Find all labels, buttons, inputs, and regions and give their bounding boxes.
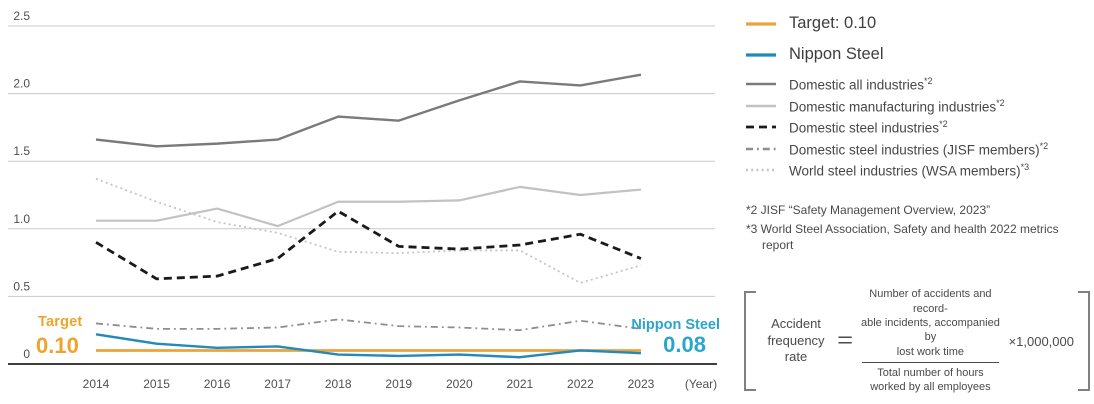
frequency-rate-chart: 0 0.5 1.0 1.5 2.0 2.5 2014 2015 2016 2017 2018 2019…: [8, 9, 717, 391]
legend-line-swatch-icon: [746, 125, 776, 129]
left-bracket: [744, 291, 756, 391]
series-line-domestic-all-industries: [95, 73, 642, 148]
y-tick-label: 2.0: [13, 77, 30, 91]
formula-box: Accident frequency rate = Number of acci…: [744, 288, 1090, 393]
legend-line-swatch-icon: [746, 104, 776, 107]
formula-fraction: Number of accidents and record- able inc…: [858, 287, 1002, 394]
legend: Target: 0.10 Nippon Steel Domestic all ind…: [746, 14, 1048, 184]
fraction-bar: [862, 361, 999, 363]
nippon-steel-annotation-value: 0.08: [663, 332, 706, 357]
nippon-steel-annotation-label: Nippon Steel: [631, 317, 720, 333]
formula-content: Accident frequency rate = Number of acci…: [744, 288, 1090, 393]
legend-label: Domestic steel industries*2: [789, 119, 948, 136]
legend-item: Target: 0.10: [746, 14, 1048, 33]
x-tick-label: 2017: [264, 377, 291, 391]
x-tick-label: 2022: [567, 377, 594, 391]
legend-item: Nippon Steel: [746, 45, 1048, 64]
right-bracket: [1078, 291, 1090, 391]
legend-item: World steel industries (WSA members)*3: [746, 162, 1048, 179]
x-tick-label: 2015: [143, 377, 170, 391]
equals-sign: =: [837, 329, 854, 352]
x-tick-label: 2020: [446, 377, 473, 391]
formula-numerator: Number of accidents and record- able inc…: [861, 288, 1000, 358]
formula-lhs: Accident frequency rate: [767, 315, 825, 365]
footnote-wsa: *3 World Steel Association, Safety and h…: [746, 221, 1059, 252]
chart-area: 0 0.5 1.0 1.5 2.0 2.5 2014 2015 2016 2017 2018 2019…: [8, 9, 720, 391]
legend-item: Domestic steel industries*2: [746, 119, 1048, 136]
legend-line-swatch-icon: [746, 52, 776, 57]
y-tick-label: 0: [23, 347, 30, 361]
legend-item: Domestic steel industries (JISF members)…: [746, 140, 1049, 158]
legend-item: Domestic manufacturing industries*2: [746, 97, 1048, 115]
legend-label: Target: 0.10: [789, 14, 877, 32]
series-line-nippon-steel: [95, 333, 642, 359]
legend-label: World steel industries (WSA members)*3: [789, 162, 1030, 179]
legend-line-swatch-icon: [746, 83, 776, 86]
y-tick-label: 1.0: [13, 212, 30, 226]
target-annotation-label: Target: [38, 314, 83, 330]
legend-line-swatch-icon: [746, 147, 776, 150]
y-tick-label: 0.5: [13, 279, 30, 293]
x-tick-label: 2021: [506, 377, 533, 391]
x-tick-label: 2023: [628, 377, 655, 391]
target-annotation-value: 0.10: [36, 333, 79, 358]
series-line-domestic-steel-industries-jisf-members: [95, 318, 642, 332]
x-tick-label: 2018: [325, 377, 352, 391]
x-axis-unit-label: (Year): [685, 377, 717, 391]
series-line-world-steel-industries-wsa-members: [95, 177, 642, 284]
legend-label: Domestic all industries*2: [789, 76, 933, 93]
x-tick-label: 2019: [385, 377, 412, 391]
legend-label: Domestic manufacturing industries*2: [789, 97, 1005, 115]
series-line-domestic-steel-industries: [95, 209, 642, 281]
legend-line-swatch-icon: [746, 21, 776, 26]
formula-multiplier: ×1,000,000: [1008, 333, 1074, 349]
x-tick-label: 2014: [83, 377, 110, 391]
y-tick-label: 2.5: [13, 9, 30, 23]
legend-label: Domestic steel industries (JISF members)…: [789, 140, 1049, 158]
legend-label: Nippon Steel: [789, 45, 884, 63]
y-tick-label: 1.5: [13, 144, 30, 158]
x-tick-label: 2016: [204, 377, 231, 391]
footnote-jisf: *2 JISF “Safety Management Overview, 202…: [746, 203, 991, 217]
legend-item: Domestic all industries*2: [746, 76, 1048, 93]
formula-denominator: Total number of hours worked by all empl…: [870, 366, 991, 394]
series-line-domestic-manufacturing-industries: [96, 185, 642, 228]
legend-line-swatch-icon: [746, 169, 776, 172]
footnotes: *2 JISF “Safety Management Overview, 202…: [746, 203, 1082, 256]
